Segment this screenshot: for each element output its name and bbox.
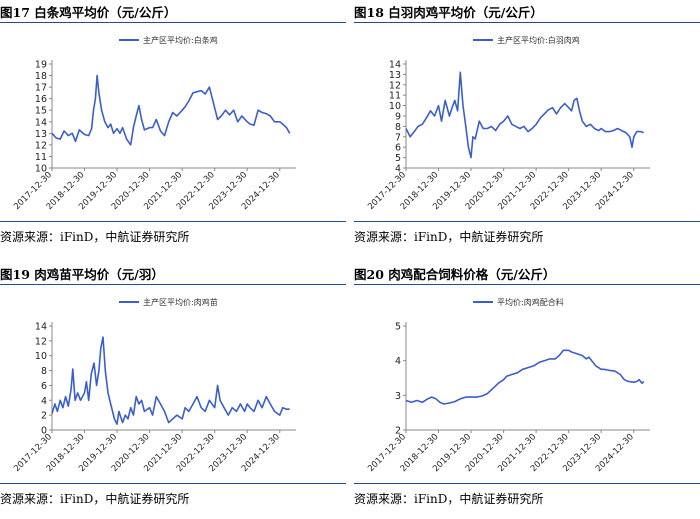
y-tick-label: 12	[35, 336, 47, 347]
divider	[354, 221, 700, 222]
y-tick-label: 5	[395, 322, 401, 333]
y-tick-label: 10	[389, 101, 401, 112]
y-tick-label: 10	[35, 164, 47, 175]
divider	[354, 22, 700, 23]
chart-title: 图19 肉鸡苗平均价（元/羽）	[0, 267, 164, 282]
panel-chart-19: 图19 肉鸡苗平均价（元/羽） 0 2 4 6 8 10 12 14 2017-12-30 201…	[0, 262, 346, 519]
y-tick-label: 12	[35, 140, 47, 151]
y-tick-label: 18	[35, 71, 47, 82]
chart-title: 图20 肉鸡配合饲料价格（元/公斤）	[354, 267, 556, 282]
divider	[354, 284, 700, 285]
divider	[354, 483, 700, 484]
y-tick-label: 2	[395, 426, 401, 437]
y-tick-label: 6	[41, 381, 47, 392]
chart-title: 图17 白条鸡平均价（元/公斤）	[0, 5, 177, 20]
divider	[0, 22, 346, 23]
y-tick-label: 15	[35, 106, 47, 117]
y-tick-label: 11	[35, 152, 47, 163]
y-tick-label: 12	[389, 80, 401, 91]
y-tick-label: 9	[395, 112, 401, 123]
y-tick-label: 4	[395, 356, 401, 367]
series-line	[51, 336, 290, 425]
series-line	[405, 71, 644, 159]
series-line	[405, 349, 645, 405]
y-tick-label: 8	[395, 122, 401, 133]
source-note: 资源来源：iFinD，中航证券研究所	[0, 492, 190, 506]
y-tick-label: 4	[395, 164, 401, 175]
divider	[0, 284, 346, 285]
series-line	[51, 74, 291, 146]
divider	[0, 221, 346, 222]
source-note: 资源来源：iFinD，中航证券研究所	[0, 230, 190, 244]
y-tick-label: 13	[35, 129, 47, 140]
y-tick-label: 16	[35, 94, 47, 105]
legend-label: 平均价:肉鸡配合料	[497, 297, 564, 307]
legend-label: 主产区平均价:白羽肉鸡	[497, 35, 580, 45]
source-note: 资源来源：iFinD，中航证券研究所	[354, 492, 544, 506]
y-tick-label: 14	[389, 60, 401, 71]
y-tick-label: 5	[395, 153, 401, 164]
line-chart: 23452017-12-302018-12-302019-12-302020-1…	[366, 297, 650, 474]
y-tick-label: 14	[35, 117, 47, 128]
y-tick-label: 13	[389, 70, 401, 81]
y-tick-label: 8	[41, 366, 47, 377]
line-chart: 024681012142017-12-302018-12-302019-12-3…	[12, 297, 296, 474]
y-tick-label: 0	[41, 426, 47, 437]
y-tick-label: 3	[395, 391, 401, 402]
y-tick-label: 11	[389, 91, 401, 102]
legend-label: 主产区平均价:肉鸡苗	[143, 297, 218, 307]
panel-chart-20: 图20 肉鸡配合饲料价格（元/公斤） 2 3 4 5 2017-12-30 2018-12…	[354, 262, 700, 519]
divider	[0, 483, 346, 484]
y-tick-label: 14	[35, 322, 47, 333]
y-tick-label: 6	[395, 143, 401, 154]
panel-chart-17: 图17 白条鸡平均价（元/公斤） 10 11 12 13 14 15 16 17 18 19 201…	[0, 0, 346, 257]
y-tick-label: 7	[395, 132, 401, 143]
line-chart: 45678910111213142017-12-302018-12-302019…	[366, 35, 650, 212]
y-tick-label: 2	[41, 411, 47, 422]
y-tick-label: 19	[35, 60, 47, 71]
panel-chart-18: 图18 白羽肉鸡平均价（元/公斤） 4 5 6 7 8 9 10 11 12 13 14 2017-1…	[354, 0, 700, 257]
legend-label: 主产区平均价:白条鸡	[143, 35, 218, 45]
y-tick-label: 10	[35, 351, 47, 362]
source-note: 资源来源：iFinD，中航证券研究所	[354, 230, 544, 244]
y-tick-label: 4	[41, 396, 47, 407]
y-tick-label: 17	[35, 83, 47, 94]
line-chart: 101112131415161718192017-12-302018-12-30…	[12, 35, 296, 212]
chart-title: 图18 白羽肉鸡平均价（元/公斤）	[354, 5, 543, 20]
